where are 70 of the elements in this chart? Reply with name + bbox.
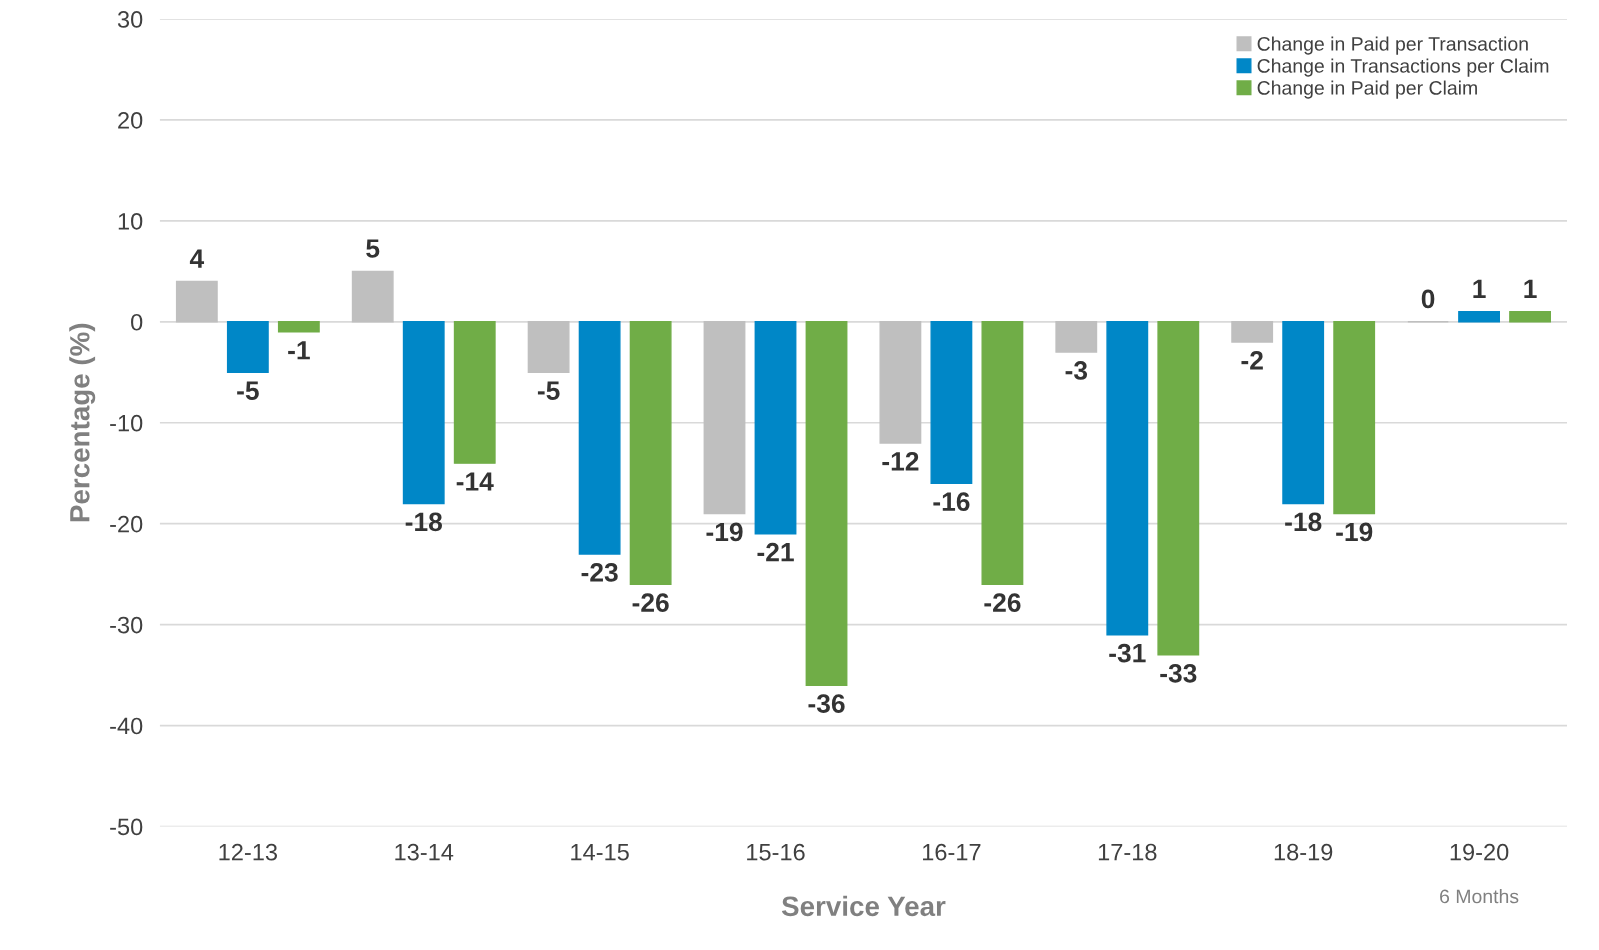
legend-label: Change in Transactions per Claim (1257, 58, 1549, 77)
data-label: -33 (1160, 663, 1197, 683)
y-tick-label: -50 (110, 818, 143, 836)
data-label: 0 (1421, 289, 1435, 309)
data-label: -36 (808, 694, 845, 713)
bar (277, 321, 320, 333)
x-tick-label: 16-17 (923, 843, 981, 861)
x-tick-label: 14-15 (571, 844, 629, 861)
data-label: -3 (1065, 361, 1088, 380)
bar (351, 270, 394, 323)
x-tick-label: 17-18 (1098, 843, 1157, 861)
bar (1055, 321, 1098, 353)
y-tick-label: 30 (117, 11, 143, 28)
x-axis-title: Service Year (781, 895, 946, 917)
bar (754, 321, 797, 535)
data-label: -12 (882, 451, 919, 471)
legend-label: Change in Paid per Claim (1257, 80, 1477, 99)
bar (578, 321, 621, 555)
bar (805, 321, 848, 686)
data-label: -2 (1241, 351, 1263, 370)
text: 6 Months (1440, 889, 1519, 904)
bar (981, 321, 1024, 585)
bar (402, 321, 445, 505)
bar (1509, 311, 1552, 323)
data-label: 1 (1473, 279, 1486, 298)
data-label: -16 (933, 492, 970, 512)
x-tick-label: 15-16 (747, 843, 805, 861)
y-tick-label: -20 (110, 515, 143, 533)
data-label: 5 (366, 239, 380, 258)
y-axis-title: Percentage (%) (69, 323, 96, 522)
data-label: -5 (237, 381, 259, 400)
bar (175, 280, 218, 323)
data-label: -26 (632, 593, 669, 612)
data-label: -26 (984, 593, 1021, 612)
x-tick-label: 18-19 (1274, 843, 1333, 861)
data-label: -18 (405, 512, 442, 532)
data-label: -19 (706, 522, 743, 542)
bar (453, 321, 496, 464)
bar (1458, 311, 1500, 323)
y-tick-label: 20 (118, 112, 143, 129)
data-label: -1 (288, 341, 310, 360)
y-tick-label: -40 (110, 717, 143, 735)
y-tick-label: 0 (131, 313, 143, 331)
data-label: -23 (581, 563, 618, 582)
bar (930, 321, 973, 485)
data-label: -14 (456, 472, 494, 491)
bar (1231, 321, 1274, 343)
bar (527, 321, 570, 373)
data-label: 4 (189, 249, 205, 268)
y-tick-label: 10 (118, 212, 143, 230)
data-label: -5 (537, 381, 560, 400)
x-tick-label: 12-13 (219, 843, 277, 861)
data-label: 1 (1524, 279, 1537, 298)
bar (1106, 321, 1149, 636)
bar (629, 321, 672, 585)
bar (1333, 321, 1376, 515)
legend-label: Change in Paid per Transaction (1257, 36, 1528, 55)
bar (703, 321, 746, 515)
x-tick-label: 13-14 (395, 843, 454, 861)
x-tick-label: 19-20 (1450, 843, 1509, 861)
bar (1282, 321, 1325, 505)
data-label: -18 (1285, 512, 1322, 532)
bar (879, 321, 922, 444)
y-tick-label: -10 (110, 414, 143, 432)
bar (226, 321, 269, 373)
data-label: -31 (1109, 643, 1146, 663)
data-label: -21 (757, 542, 794, 562)
data-label: -19 (1336, 522, 1373, 542)
bar (1157, 321, 1200, 656)
y-tick-label: -30 (110, 616, 143, 634)
